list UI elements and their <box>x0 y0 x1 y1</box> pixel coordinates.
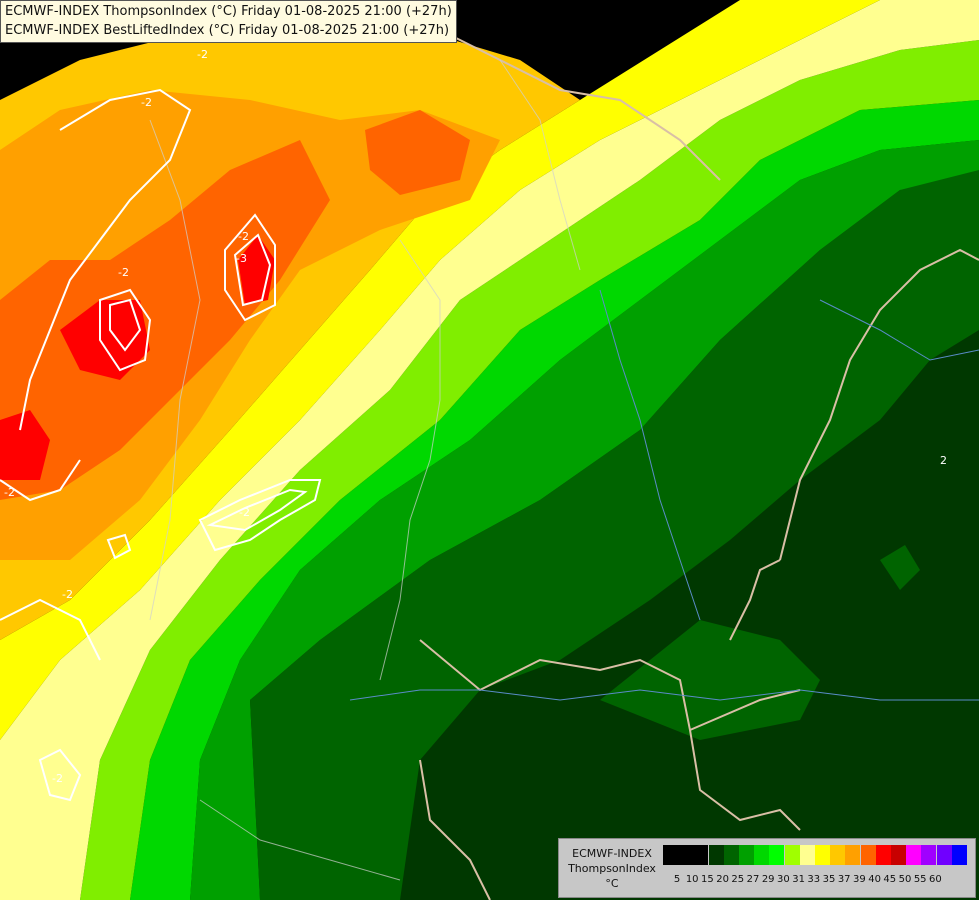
legend-swatch <box>845 845 861 865</box>
legend-swatch <box>723 845 739 865</box>
legend-tick-label: 5 <box>673 874 681 885</box>
legend-unit: °C <box>605 877 619 890</box>
legend-swatch <box>921 845 937 865</box>
legend-swatch <box>815 845 830 865</box>
legend-tick-label: 39 <box>853 874 866 885</box>
region-boundaries <box>149 59 581 881</box>
lifted-index-contours <box>0 88 322 802</box>
contour-label: -2 <box>197 48 208 61</box>
legend-tick-label: 55 <box>913 874 927 885</box>
legend-tick-label: 27 <box>746 874 760 885</box>
title-line-thompson: ECMWF-INDEX ThompsonIndex (°C) Friday 01… <box>5 4 452 19</box>
contour-label: -2 <box>238 230 249 243</box>
legend-tick-label: 37 <box>837 874 851 885</box>
contour-label: -3 <box>236 252 247 265</box>
legend-tick-label: 20 <box>716 874 729 885</box>
legend-model: ECMWF-INDEX <box>572 847 652 860</box>
legend-swatch <box>875 845 891 865</box>
title-line-lifted: ECMWF-INDEX BestLiftedIndex (°C) Friday … <box>5 23 450 38</box>
legend-tick-label: 60 <box>929 874 942 885</box>
legend-tick-label: 29 <box>761 874 775 885</box>
legend-tick-label: 15 <box>701 874 714 885</box>
legend-tick-label: 40 <box>868 874 881 885</box>
legend-parameter: ThompsonIndex <box>568 862 656 875</box>
color-legend: ECMWF-INDEX ThompsonIndex °C 5 10 15 20 25 27… <box>558 838 976 898</box>
legend-swatch <box>708 845 724 865</box>
legend-swatch <box>906 845 922 865</box>
contour-label: -2 <box>62 588 73 601</box>
legend-tick-label: 45 <box>883 874 897 885</box>
legend-tick-label: 50 <box>898 874 912 885</box>
legend-tick-label: 25 <box>731 874 745 885</box>
contour-label: -2 <box>118 266 129 279</box>
contour-labels: -2 -2 -2 -2 -3 -2 -2 -2 -2 2 <box>4 48 947 785</box>
legend-tick-label: 30 <box>777 874 790 885</box>
legend-swatch <box>678 845 694 865</box>
legend-tick-label: 33 <box>807 874 821 885</box>
contour-label: -2 <box>4 486 15 499</box>
legend-tick-label: 31 <box>792 874 805 885</box>
legend-swatch <box>860 845 876 865</box>
map-title: ECMWF-INDEX ThompsonIndex (°C) Friday 01… <box>0 0 457 43</box>
legend-swatch <box>693 845 709 865</box>
contour-label: -2 <box>239 506 250 519</box>
contour-label: -2 <box>52 772 63 785</box>
country-borders <box>419 29 979 900</box>
contour-label: 2 <box>940 454 947 467</box>
legend-swatch <box>663 845 678 865</box>
legend-swatch <box>830 845 846 865</box>
legend-swatch <box>739 845 754 865</box>
contour-label: -2 <box>141 96 152 109</box>
legend-swatch <box>769 845 785 865</box>
legend-swatch <box>951 845 967 865</box>
legend-tick-label: 10 <box>685 874 699 885</box>
legend-tick-label: 35 <box>822 874 836 885</box>
legend-swatch <box>936 845 952 865</box>
legend-swatch <box>754 845 770 865</box>
legend-swatch <box>891 845 906 865</box>
legend-swatch <box>784 845 800 865</box>
legend-swatch <box>799 845 815 865</box>
rivers <box>349 289 979 701</box>
